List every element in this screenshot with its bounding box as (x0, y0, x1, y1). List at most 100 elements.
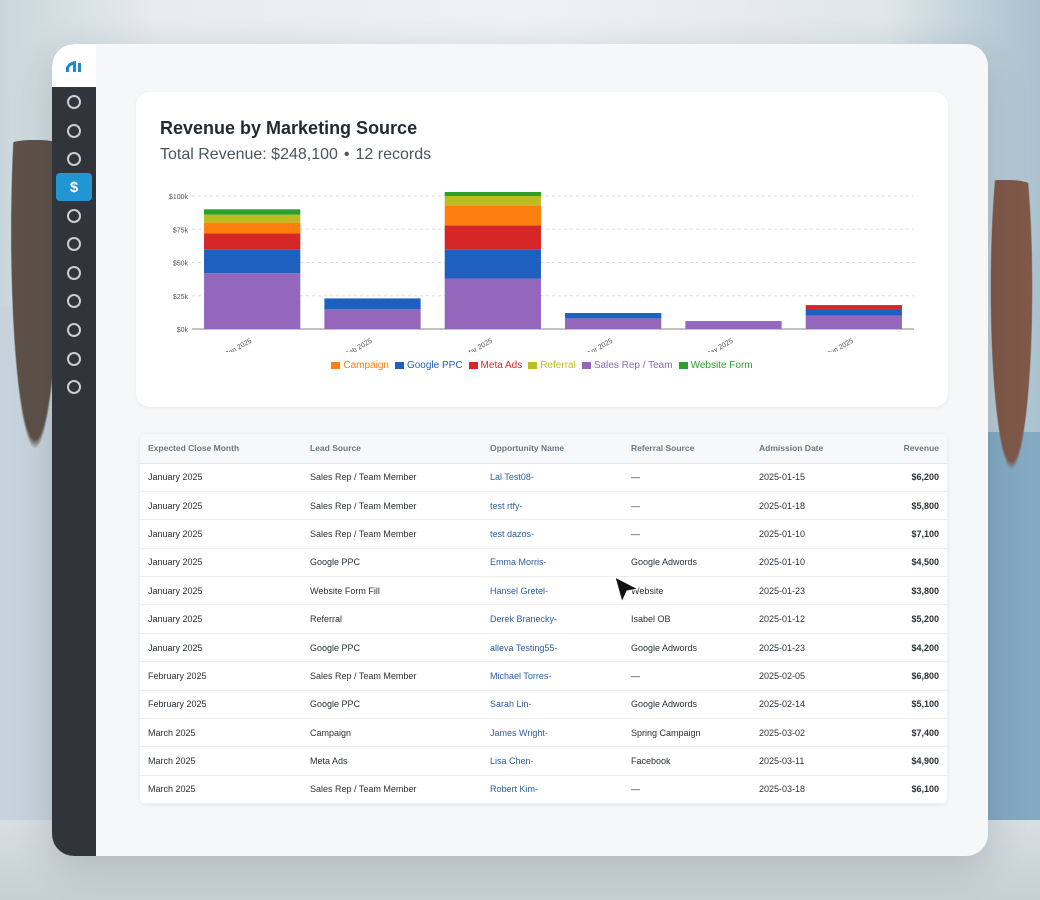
bar-segment[interactable] (444, 196, 541, 206)
bar-segment[interactable] (444, 278, 541, 329)
legend-item[interactable]: Sales Rep / Team (581, 360, 673, 371)
legend-item[interactable]: Campaign (331, 360, 389, 371)
table-row[interactable]: January 2025 Google PPC Emma Morris- Google… (140, 548, 947, 578)
table-row[interactable]: January 2025 Sales Rep / Team Member test … (140, 491, 947, 521)
opportunity-link[interactable]: Lal Test08- (482, 463, 623, 492)
column-header[interactable]: Revenue (871, 434, 947, 464)
app-logo[interactable] (52, 44, 96, 87)
opportunity-link[interactable]: Sarah Lin- (482, 690, 623, 720)
opportunity-link[interactable]: test rtfy- (482, 491, 623, 521)
bar-segment[interactable] (805, 309, 902, 316)
opportunity-link[interactable]: Hansel Gretel- (482, 576, 623, 606)
table-cell: $6,100 (871, 775, 947, 804)
column-header[interactable]: Lead Source (302, 434, 482, 464)
opportunity-link[interactable]: Michael Torres- (482, 661, 623, 691)
sidebar-item-1[interactable] (67, 95, 81, 109)
legend-label: Meta Ads (480, 360, 523, 371)
bar-segment[interactable] (565, 318, 662, 329)
table-cell: January 2025 (140, 491, 302, 521)
table-cell: 2025-03-18 (751, 775, 871, 804)
legend-item[interactable]: Website Form (678, 360, 753, 371)
table-row[interactable]: January 2025 Sales Rep / Team Member Lal T… (140, 463, 947, 492)
table-cell: — (623, 463, 751, 492)
bar-segment[interactable] (444, 225, 541, 250)
table-cell: February 2025 (140, 661, 302, 691)
table-cell: February 2025 (140, 690, 302, 720)
opportunity-link[interactable]: Robert Kim- (482, 775, 623, 804)
table-row[interactable]: February 2025 Sales Rep / Team Member Mich… (140, 661, 947, 691)
record-count: 12 records (355, 146, 432, 163)
table-cell: $4,200 (871, 633, 947, 663)
table-cell: — (623, 491, 751, 521)
table-row[interactable]: March 2025 Meta Ads Lisa Chen- Facebook 2025… (140, 746, 947, 776)
sidebar-item-2[interactable] (67, 124, 81, 138)
bar-segment[interactable] (324, 298, 421, 310)
opportunity-link[interactable]: James Wright- (482, 718, 623, 748)
sidebar-item-10[interactable] (67, 352, 81, 366)
table-row[interactable]: March 2025 Campaign James Wright- Spring Ca… (140, 718, 947, 748)
table-cell: 2025-01-18 (751, 491, 871, 521)
table-cell: 2025-01-23 (751, 576, 871, 606)
bar-segment[interactable] (685, 321, 782, 329)
bar-segment[interactable] (565, 313, 662, 319)
table-cell: March 2025 (140, 775, 302, 804)
legend-swatch (468, 362, 478, 369)
column-header[interactable]: Expected Close Month (140, 434, 302, 464)
bar-segment[interactable] (204, 249, 301, 274)
table-row[interactable]: January 2025 Sales Rep / Team Member test … (140, 519, 947, 549)
table-cell: $4,500 (871, 548, 947, 578)
bar-segment[interactable] (444, 192, 541, 196)
table-row[interactable]: January 2025 Website Form Fill Hansel Gret… (140, 576, 947, 606)
y-tick-label: $0k (177, 327, 189, 334)
table-row[interactable]: February 2025 Google PPC Sarah Lin- Google … (140, 690, 947, 720)
table-cell: 2025-01-10 (751, 548, 871, 578)
bar-segment[interactable] (444, 205, 541, 226)
legend-item[interactable]: Google PPC (394, 360, 463, 371)
sidebar-item-3[interactable] (67, 152, 81, 166)
table-cell: Sales Rep / Team Member (302, 463, 482, 492)
table-cell: January 2025 (140, 519, 302, 549)
sidebar-item-7[interactable] (67, 266, 81, 280)
bar-segment[interactable] (204, 273, 301, 329)
opportunity-link[interactable]: Derek Branecky- (482, 604, 623, 634)
bar-segment[interactable] (204, 222, 301, 234)
sidebar-item-revenue[interactable]: $ (56, 173, 92, 201)
bar-segment[interactable] (324, 309, 421, 329)
table-cell: — (623, 775, 751, 804)
bar-segment[interactable] (805, 315, 902, 329)
legend-swatch (331, 362, 341, 369)
legend-item[interactable]: Meta Ads (468, 360, 523, 371)
column-header[interactable]: Admission Date (751, 434, 871, 464)
chart-legend: Campaign Google PPC Meta Ads Referral Sales … (136, 360, 948, 371)
sidebar-item-11[interactable] (67, 380, 81, 394)
sidebar-item-8[interactable] (67, 294, 81, 308)
legend-swatch (678, 362, 688, 369)
bar-segment[interactable] (204, 214, 301, 223)
opportunity-link[interactable]: Emma Morris- (482, 548, 623, 578)
table-cell: January 2025 (140, 576, 302, 606)
opportunity-link[interactable]: test dazos- (482, 519, 623, 549)
opportunity-link[interactable]: Lisa Chen- (482, 746, 623, 776)
table-cell: Google Adwords (623, 633, 751, 663)
bar-segment[interactable] (444, 249, 541, 279)
table-cell: 2025-02-14 (751, 690, 871, 720)
mouse-cursor-icon (614, 576, 640, 604)
opportunity-link[interactable]: alleva Testing55- (482, 633, 623, 663)
bar-segment[interactable] (805, 305, 902, 310)
legend-swatch (528, 362, 538, 369)
x-tick-label: Apr 2025 (586, 338, 614, 352)
sidebar-item-9[interactable] (67, 323, 81, 337)
sidebar-item-6[interactable] (67, 237, 81, 251)
bar-segment[interactable] (204, 209, 301, 215)
table-cell: Campaign (302, 718, 482, 748)
column-header[interactable]: Referral Source (623, 434, 751, 464)
column-header[interactable]: Opportunity Name (482, 434, 623, 464)
legend-item[interactable]: Referral (528, 360, 576, 371)
table-row[interactable]: March 2025 Sales Rep / Team Member Robert … (140, 775, 947, 804)
table-cell: January 2025 (140, 463, 302, 492)
sidebar-item-5[interactable] (67, 209, 81, 223)
table-cell: — (623, 661, 751, 691)
table-row[interactable]: January 2025 Google PPC alleva Testing55- G… (140, 633, 947, 663)
bar-segment[interactable] (204, 233, 301, 250)
table-row[interactable]: January 2025 Referral Derek Branecky- Isabe… (140, 604, 947, 634)
